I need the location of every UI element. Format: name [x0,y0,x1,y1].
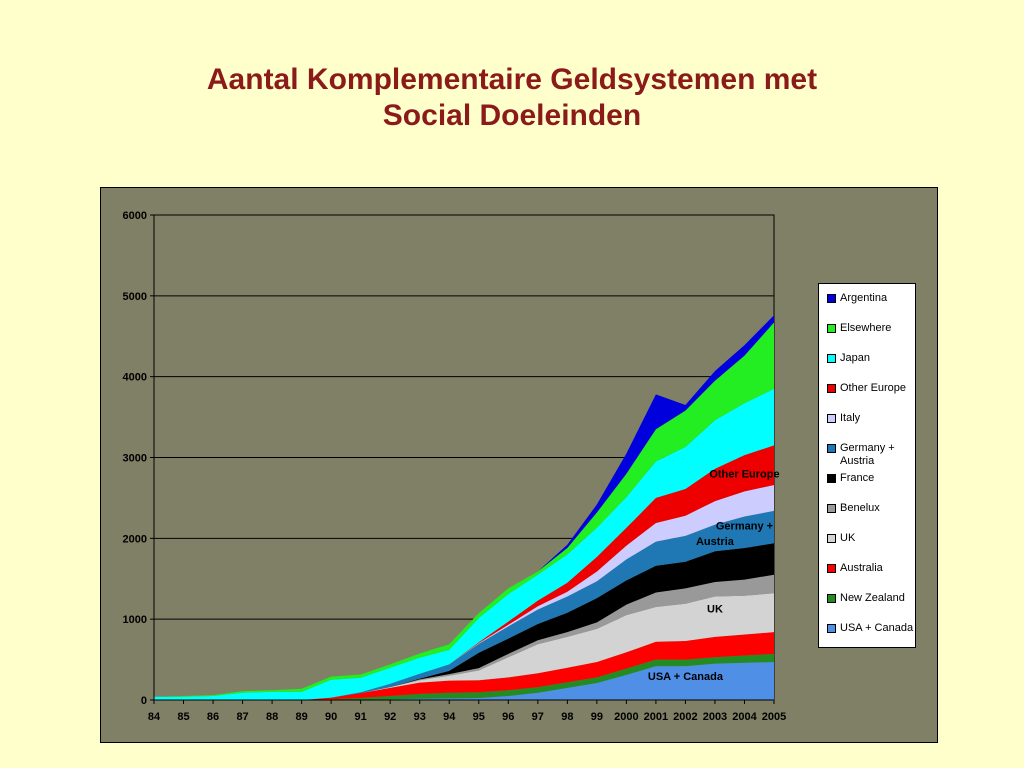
legend-item-0: Argentina [827,292,887,305]
legend-swatch-11 [827,624,836,633]
x-tick-label-0: 84 [148,711,161,723]
legend-item-5: Germany + Austria [827,442,910,468]
x-tick-label-17: 2001 [644,711,668,723]
legend-label-6: France [840,472,875,484]
legend-swatch-1 [827,324,836,333]
legend-item-8: UK [827,532,855,545]
legend-label-3: Other Europe [840,382,907,394]
legend-item-10: New Zealand [827,592,905,605]
x-tick-label-11: 95 [473,711,485,723]
area-series-8 [154,445,774,700]
legend-label-8: UK [840,532,856,544]
title-line-1: Aantal Komplementaire Geldsystemen met [206,63,818,96]
y-tick-label-3: 3000 [123,453,147,465]
legend-swatch-7 [827,504,836,513]
legend-label-4: Italy [840,412,861,424]
legend-label-10: New Zealand [840,592,905,604]
legend-label-11: USA + Canada [840,622,914,634]
x-tick-label-15: 99 [591,711,603,723]
y-tick-label-0: 0 [141,695,147,707]
area-series-6 [154,510,774,700]
legend-swatch-8 [827,534,836,543]
legend-label-2: Japan [840,352,870,364]
legend-item-6: France [827,472,874,485]
area-series-1 [154,653,774,700]
x-tick-label-12: 96 [502,711,514,723]
x-tick-label-3: 87 [236,711,248,723]
legend-label-0: Argentina [840,292,888,304]
legend-label-9: Australia [840,562,883,574]
y-tick-label-6: 6000 [123,210,147,222]
legend-label-7: Benelux [840,502,880,514]
annotation-0: USA + Canada [648,671,724,683]
area-series-9 [154,388,774,700]
legend-item-4: Italy [827,412,860,425]
legend-swatch-0 [827,294,836,303]
x-tick-label-2: 86 [207,711,219,723]
annotation-2: Germany + [716,520,773,532]
legend-item-7: Benelux [827,502,880,515]
legend-item-9: Australia [827,562,883,575]
y-tick-label-2: 2000 [123,533,147,545]
legend-swatch-5 [827,444,836,453]
legend-swatch-2 [827,354,836,363]
x-tick-label-19: 2003 [703,711,727,723]
annotation-4: Other Europe [709,469,779,481]
x-tick-label-8: 92 [384,711,396,723]
annotation-3: Austria [696,536,735,548]
legend-swatch-10 [827,594,836,603]
y-tick-label-4: 4000 [123,372,147,384]
x-tick-label-18: 2002 [673,711,697,723]
area-series-2 [154,632,774,700]
area-series-3 [154,593,774,700]
area-series-4 [154,574,774,700]
area-series-0 [154,662,774,700]
legend-item-11: USA + Canada [827,622,913,635]
area-series-5 [154,543,774,700]
y-tick-label-5: 5000 [123,291,147,303]
legend-item-1: Elsewhere [827,322,891,335]
x-tick-label-13: 97 [532,711,544,723]
x-tick-label-7: 91 [355,711,367,723]
page-title: Aantal Komplementaire Geldsystemen met S… [0,62,1024,134]
x-tick-label-6: 90 [325,711,337,723]
x-tick-label-10: 94 [443,711,456,723]
x-tick-label-14: 98 [561,711,573,723]
x-tick-label-4: 88 [266,711,278,723]
area-chart: 0 1000 2000 3000 4000 5000 6000 84 85 86 87 88 89 90 9… [123,210,787,723]
area-series-7 [154,485,774,700]
legend-label-5: Germany + Austria [840,442,895,467]
legend-swatch-3 [827,384,836,393]
y-tick-label-1: 1000 [123,614,147,626]
x-tick-label-20: 2004 [732,711,757,723]
legend-item-3: Other Europe [827,382,906,395]
legend-item-2: Japan [827,352,870,365]
x-tick-label-5: 89 [295,711,307,723]
legend-label-1: Elsewhere [840,322,892,334]
x-tick-label-1: 85 [177,711,189,723]
legend-swatch-6 [827,474,836,483]
annotation-1: UK [707,604,723,616]
x-tick-label-21: 2005 [762,711,786,723]
legend-swatch-4 [827,414,836,423]
x-tick-label-16: 2000 [614,711,638,723]
legend: Argentina Elsewhere Japan Other Europe Italy… [818,283,916,648]
title-line-2: Social Doeleinden [382,99,642,132]
x-tick-label-9: 93 [414,711,426,723]
legend-swatch-9 [827,564,836,573]
